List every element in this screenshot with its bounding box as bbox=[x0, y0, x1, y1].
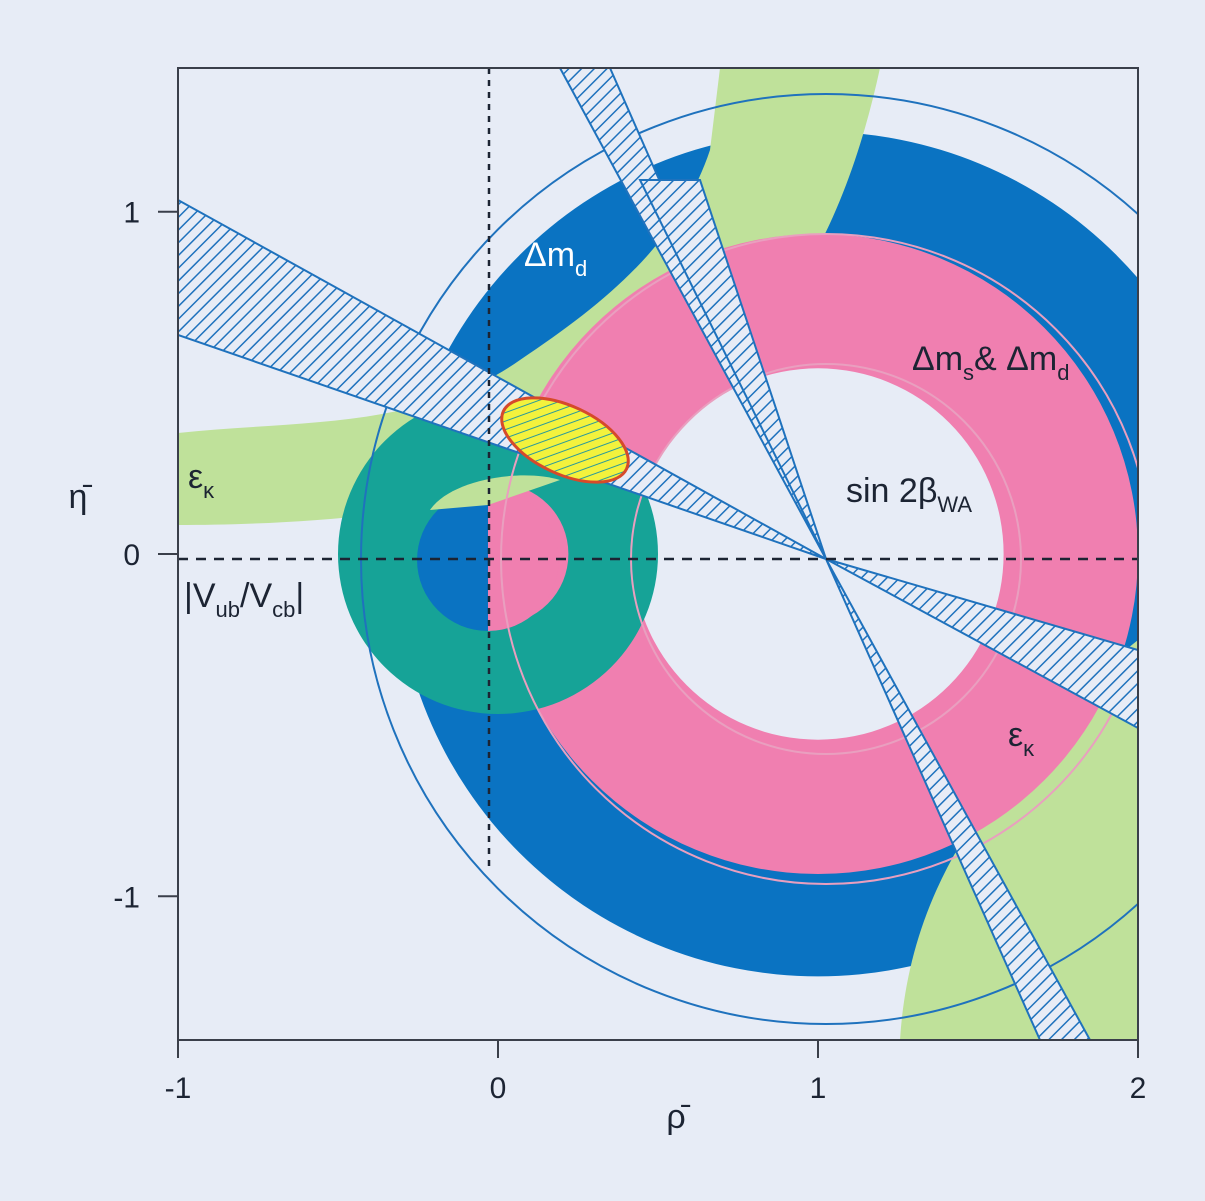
sin2beta-label: sin 2βWA bbox=[846, 472, 972, 517]
y-axis-ticks: 1 0 -1 bbox=[113, 197, 178, 914]
x-axis-ticks: -1 0 1 2 bbox=[165, 1040, 1147, 1105]
x-tick-label: 1 bbox=[810, 1072, 827, 1105]
sin2beta-wedge-1 bbox=[178, 198, 827, 560]
sin2beta-wedge-2b bbox=[825, 558, 1092, 1040]
delta-md-label: Δmd bbox=[524, 236, 587, 281]
x-tick-label: -1 bbox=[165, 1072, 192, 1105]
delta-ms-band bbox=[498, 234, 1138, 874]
plot-regions bbox=[178, 68, 1138, 1040]
y-tick-label: -1 bbox=[113, 881, 140, 914]
x-tick-label: 2 bbox=[1130, 1072, 1147, 1105]
ms-contour-outer bbox=[500, 233, 1138, 885]
vub-vcb-label: |Vub/Vcb| bbox=[184, 577, 304, 622]
x-tick-label: 0 bbox=[490, 1072, 507, 1105]
y-tick-label: 1 bbox=[123, 197, 140, 230]
y-tick-label: 0 bbox=[123, 539, 140, 572]
vub-inner-green bbox=[430, 475, 560, 510]
epsilon-k-band-upper bbox=[178, 68, 880, 525]
fit-region bbox=[500, 396, 630, 484]
sin2beta-wedge-3 bbox=[638, 179, 827, 560]
epsilon-k-label-lower: εκ bbox=[1008, 716, 1035, 761]
sin2beta-wedge-1b bbox=[825, 558, 1138, 730]
y-axis-title: η̄ bbox=[69, 478, 93, 516]
epsilon-k-band-lower bbox=[900, 640, 1138, 1040]
delta-ms-label: Δms& Δmd bbox=[912, 340, 1069, 385]
epsilon-k-label-upper: εκ bbox=[188, 458, 215, 503]
x-axis-title: ρ̄ bbox=[666, 1098, 690, 1136]
